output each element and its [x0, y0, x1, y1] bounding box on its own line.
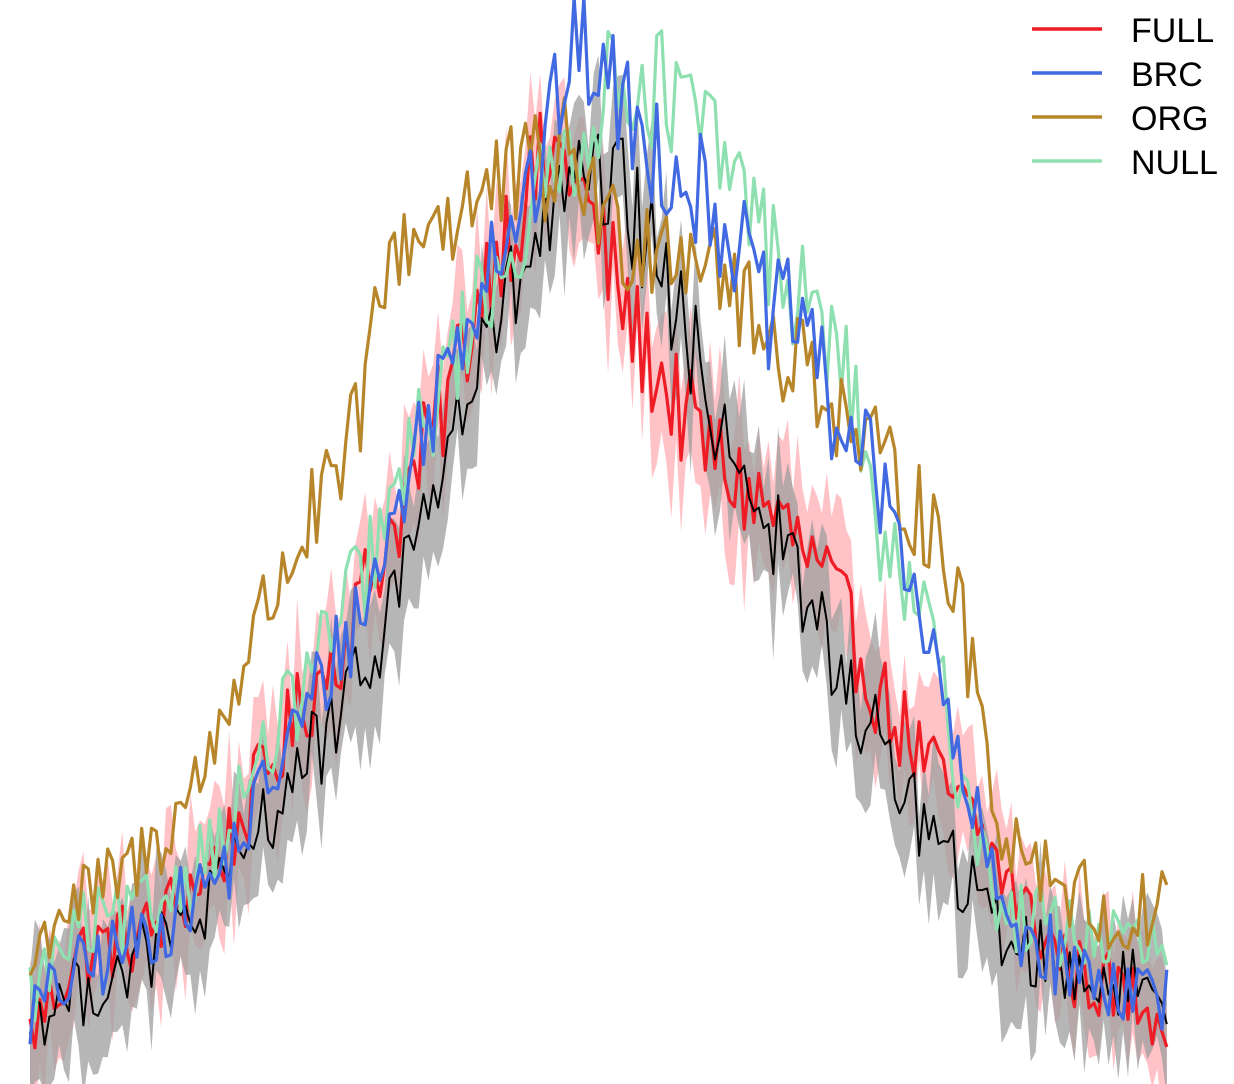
legend-label-full: FULL: [1131, 12, 1214, 50]
legend-entry-brc: BRC: [1032, 56, 1203, 94]
legend-entry-org: ORG: [1032, 100, 1208, 138]
legend-label-brc: BRC: [1131, 56, 1203, 94]
series-line-brc: [28, 0, 1169, 1045]
series-lines: [28, 0, 1169, 1050]
legend-entry-full: FULL: [1032, 12, 1214, 50]
legend: FULL BRC ORG NULL: [1032, 12, 1218, 182]
series-line-org: [28, 96, 1169, 976]
legend-label-null: NULL: [1131, 144, 1218, 182]
series-line-reference: [29, 133, 1168, 1046]
legend-entry-null: NULL: [1032, 144, 1218, 182]
legend-label-org: ORG: [1131, 100, 1208, 138]
series-line-null: [28, 29, 1169, 1023]
